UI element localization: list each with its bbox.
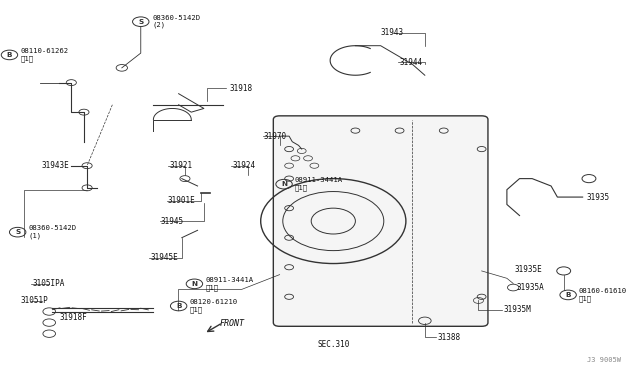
Text: S: S	[15, 229, 20, 235]
Text: B: B	[6, 52, 12, 58]
Text: 31945: 31945	[161, 217, 184, 225]
Text: 31935: 31935	[586, 193, 609, 202]
Text: 08160-61610
（1）: 08160-61610 （1）	[579, 288, 627, 302]
Text: 08911-3441A
（1）: 08911-3441A （1）	[205, 277, 253, 291]
Text: J3 9005W: J3 9005W	[586, 357, 621, 363]
Text: 08120-61210
（1）: 08120-61210 （1）	[189, 299, 237, 313]
Text: 31944: 31944	[399, 58, 422, 67]
Text: N: N	[281, 181, 287, 187]
Text: 3105IPA: 3105IPA	[32, 279, 65, 288]
Text: 08360-5142D
(2): 08360-5142D (2)	[152, 15, 200, 28]
Text: 08360-5142D
(1): 08360-5142D (1)	[28, 225, 77, 239]
Text: 31388: 31388	[438, 333, 461, 342]
Text: FRONT: FRONT	[220, 319, 244, 328]
Text: 31918F: 31918F	[60, 312, 88, 321]
Text: 31943E: 31943E	[41, 161, 68, 170]
Text: B: B	[176, 303, 181, 309]
Text: 31924: 31924	[232, 161, 255, 170]
Text: 31901E: 31901E	[168, 196, 196, 205]
Text: 31921: 31921	[169, 161, 192, 170]
Text: 08110-61262
（1）: 08110-61262 （1）	[20, 48, 68, 62]
Text: 31935M: 31935M	[504, 305, 531, 314]
FancyBboxPatch shape	[273, 116, 488, 326]
Text: 31918: 31918	[229, 84, 252, 93]
Text: 31935E: 31935E	[515, 264, 542, 273]
Text: B: B	[565, 292, 571, 298]
Text: 08911-3441A
（1）: 08911-3441A （1）	[295, 177, 343, 191]
Text: SEC.310: SEC.310	[317, 340, 349, 349]
Text: 31051P: 31051P	[21, 296, 49, 305]
Text: N: N	[191, 281, 197, 287]
Text: S: S	[138, 19, 143, 25]
Text: 31935A: 31935A	[516, 283, 544, 292]
Text: 31945E: 31945E	[150, 253, 178, 263]
Text: 31943: 31943	[381, 28, 404, 37]
Text: 31970: 31970	[264, 132, 287, 141]
